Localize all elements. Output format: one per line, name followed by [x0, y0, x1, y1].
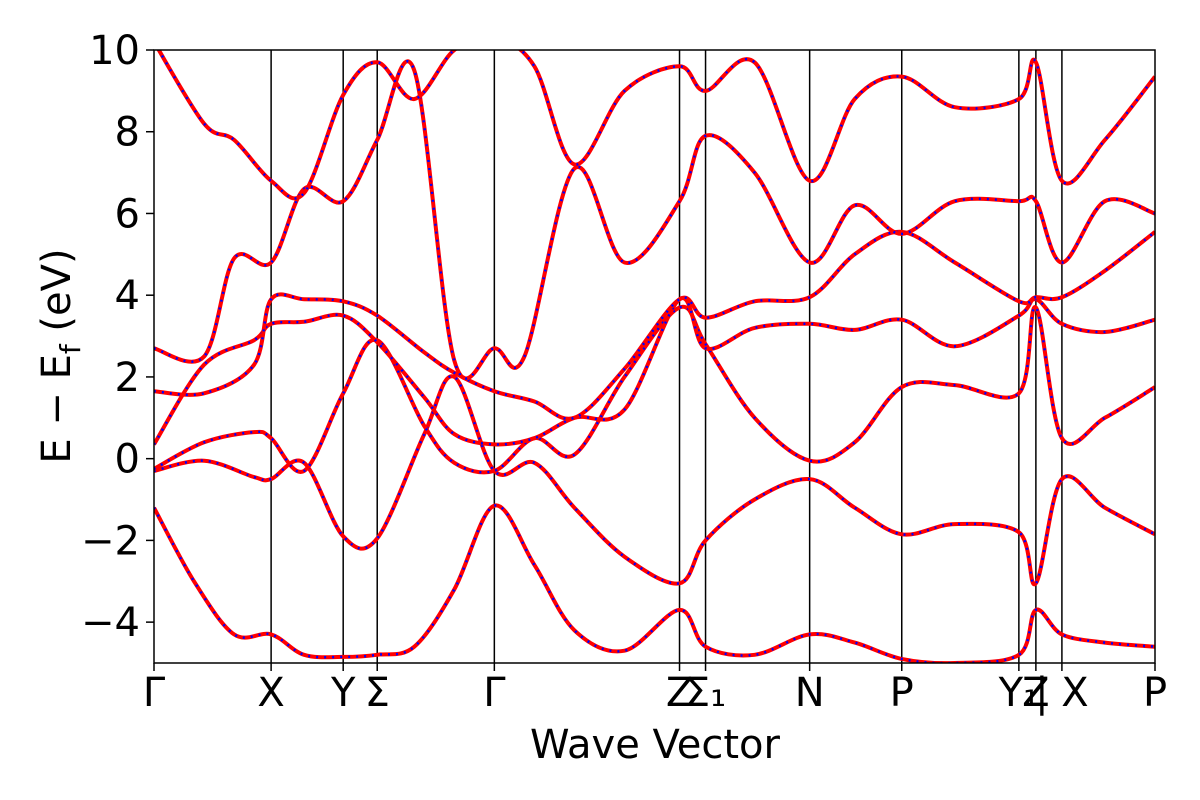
x-tick-label: Y — [330, 670, 356, 716]
y-axis-ticks: −4 −2 0 2 4 6 8 10 — [81, 28, 154, 646]
y-tick-label: 2 — [115, 355, 140, 401]
x-tick-label: N — [795, 670, 825, 716]
band-line-solid — [156, 50, 1155, 201]
band-line-solid — [154, 374, 1155, 587]
plot-frame — [153, 49, 1156, 664]
x-tick-label: Γ — [483, 670, 506, 716]
band-line-solid — [154, 296, 1155, 447]
x-tick-label: | X — [1035, 670, 1089, 716]
x-tick-label: Σ — [365, 670, 390, 716]
y-tick-label: 8 — [115, 110, 140, 156]
band-line-dashed — [154, 375, 1155, 586]
x-tick-label: Y₁ — [998, 670, 1039, 716]
y-tick-label: 4 — [115, 273, 140, 319]
y-tick-label: −4 — [81, 600, 140, 646]
y-tick-label: −2 — [81, 518, 140, 564]
x-tick-label: Σ₁ — [685, 670, 726, 716]
y-tick-label: 6 — [115, 191, 140, 237]
x-tick-label: P — [890, 670, 914, 716]
y-tick-label: 10 — [89, 28, 140, 74]
x-axis-title: Wave Vector — [530, 722, 781, 768]
band-line-dashed — [157, 50, 1155, 200]
band-curves — [154, 50, 1155, 663]
band-line-solid — [154, 503, 1155, 663]
x-tick-label: P — [1143, 670, 1167, 716]
y-tick-label: 0 — [115, 437, 140, 483]
x-tick-label: Γ — [143, 670, 166, 716]
x-tick-label: Z — [666, 670, 693, 716]
x-tick-label: X — [257, 670, 284, 716]
x-tick-label: Z — [1022, 670, 1049, 716]
high-symmetry-lines — [270, 50, 1063, 663]
band-line-dashed — [154, 230, 1155, 421]
y-axis-title: E − Ef (eV) — [34, 248, 87, 463]
band-line-solid — [154, 304, 1155, 475]
band-line-dashed — [154, 504, 1155, 663]
band-line-dashed — [154, 296, 1155, 446]
